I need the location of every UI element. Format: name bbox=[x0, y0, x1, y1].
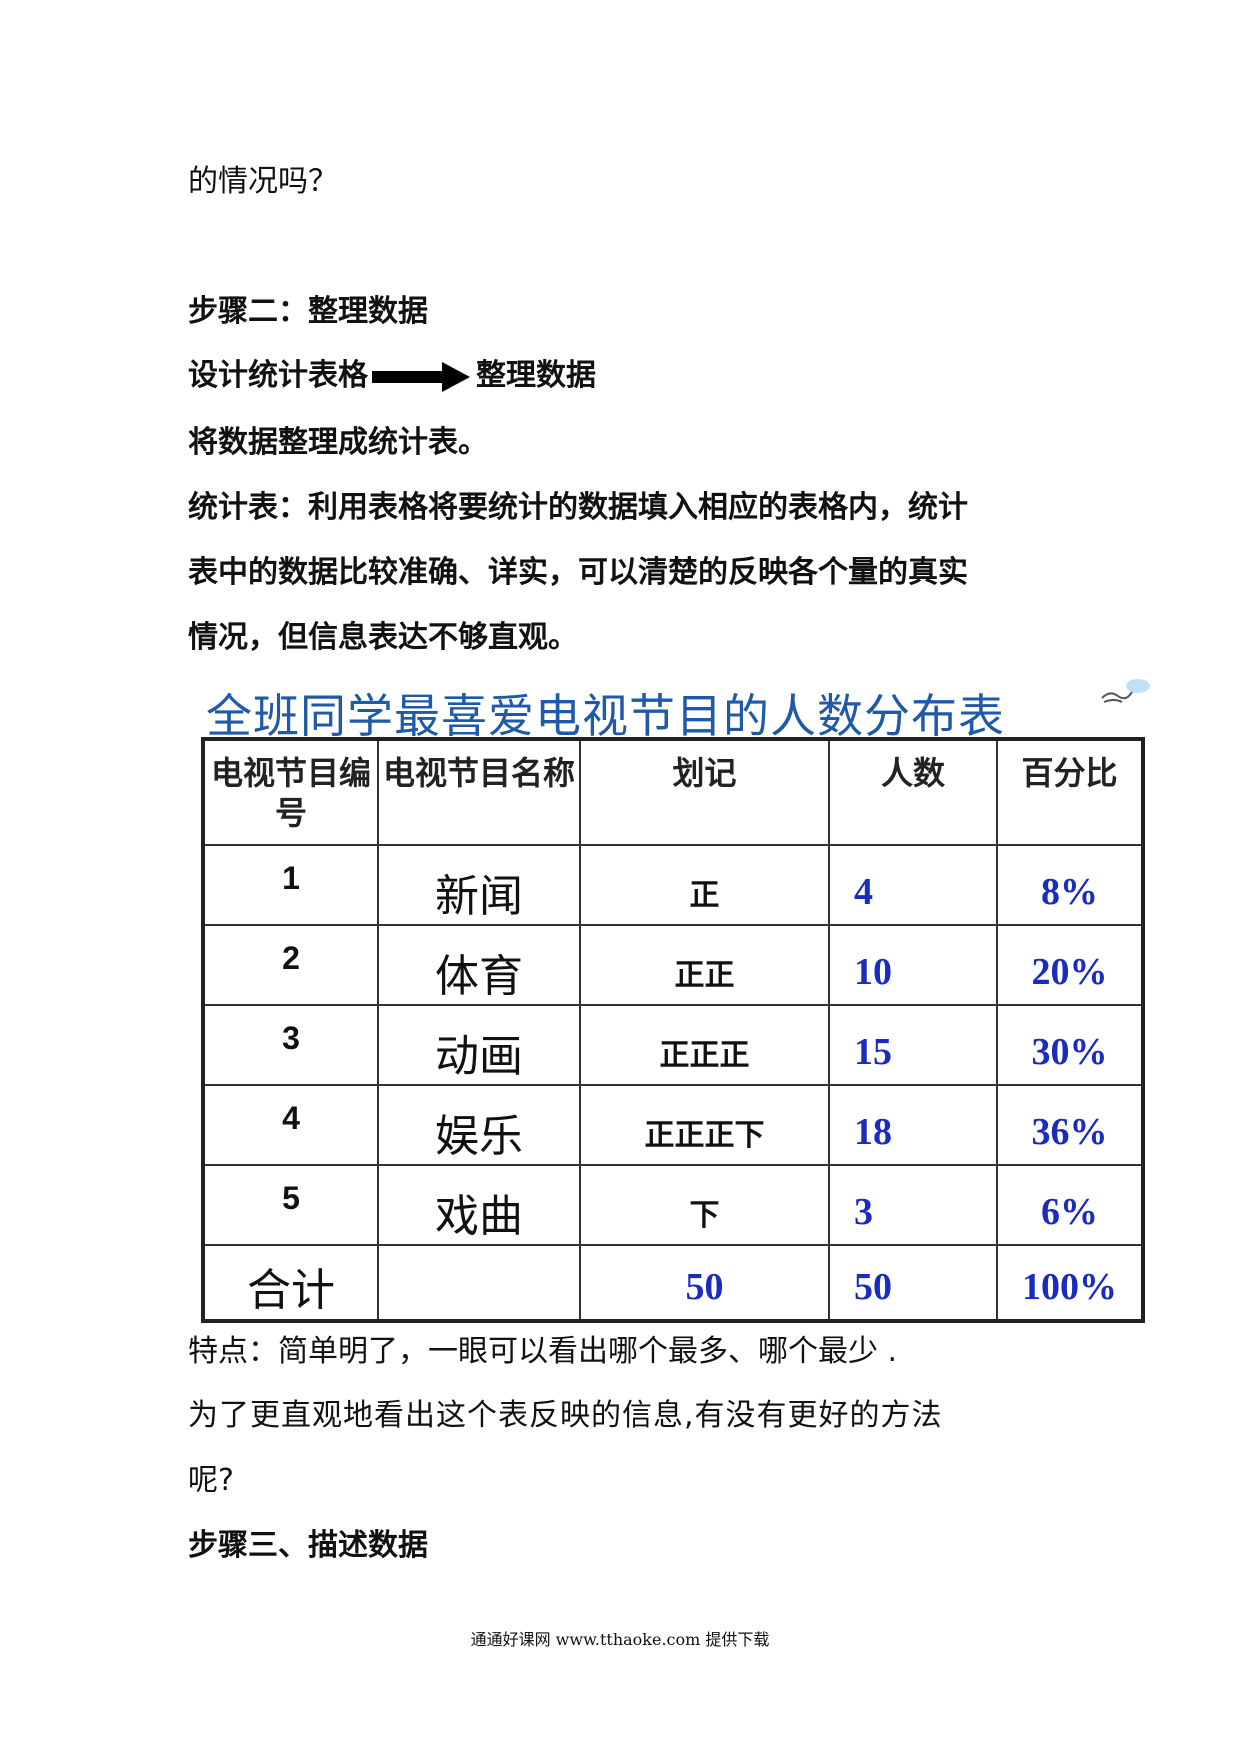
table-row: 1 新闻正 4 8% bbox=[202, 844, 1144, 926]
tally-mark: 正正正下 bbox=[579, 1084, 830, 1166]
row-number: 2 bbox=[202, 924, 379, 1006]
count: 18 bbox=[828, 1084, 998, 1166]
row-number: 1 bbox=[202, 844, 379, 926]
total-percent: 100% bbox=[996, 1244, 1144, 1322]
step-three-heading: 步骤三、描述数据 bbox=[188, 1528, 428, 1563]
paragraph: 情况，但信息表达不够直观。 bbox=[188, 620, 578, 655]
tally-mark: 正 bbox=[579, 844, 830, 926]
percent: 6% bbox=[996, 1164, 1144, 1246]
percent: 30% bbox=[996, 1004, 1144, 1086]
step-two-heading: 步骤二：整理数据 bbox=[188, 294, 428, 329]
table-row: 3 动画 正正正 15 30% bbox=[202, 1004, 1144, 1086]
tally-mark: 正正 bbox=[579, 924, 830, 1006]
paragraph: 表中的数据比较准确、详实，可以清楚的反映各个量的真实 bbox=[188, 555, 968, 590]
row-number: 3 bbox=[202, 1004, 379, 1086]
header-cell: 电视节目编号 bbox=[202, 738, 379, 846]
header-cell: 划记 bbox=[579, 738, 830, 846]
table-total-row: 合计 50 50 100% bbox=[202, 1244, 1144, 1322]
tally-mark: 下 bbox=[579, 1164, 830, 1246]
table-row: 2 体育 正正 10 20% bbox=[202, 924, 1144, 1006]
total-count: 50 bbox=[828, 1244, 998, 1322]
flow-to: 整理数据 bbox=[476, 358, 596, 393]
percent: 20% bbox=[996, 924, 1144, 1006]
table-header-row: 电视节目编号 电视节目名称 划记 人数 百分比 bbox=[202, 738, 1144, 846]
table-title: 全班同学最喜爱电视节目的人数分布表 bbox=[206, 689, 1005, 743]
statistics-table: 电视节目编号 电视节目名称 划记 人数 百分比 1 新闻正 4 8% 2 体育 正正 10 20… bbox=[201, 737, 1145, 1323]
paragraph: 将数据整理成统计表。 bbox=[188, 425, 488, 460]
program-name: 体育 bbox=[377, 924, 581, 1006]
program-name: 娱乐 bbox=[377, 1084, 581, 1166]
paragraph: 呢? bbox=[188, 1463, 234, 1498]
count: 15 bbox=[828, 1004, 998, 1086]
count: 10 bbox=[828, 924, 998, 1006]
footer: 通通好课网 www.tthaoke.com 提供下载 bbox=[470, 1630, 770, 1649]
header-cell: 人数 bbox=[828, 738, 998, 846]
total-tally: 50 bbox=[579, 1244, 830, 1322]
row-number: 4 bbox=[202, 1084, 379, 1166]
percent: 8% bbox=[996, 844, 1144, 926]
flow-line: 设计统计表格 整理数据 bbox=[188, 356, 596, 396]
tally-mark: 正正正 bbox=[579, 1004, 830, 1086]
program-name: 动画 bbox=[377, 1004, 581, 1086]
flow-from: 设计统计表格 bbox=[188, 358, 368, 393]
total-label: 合计 bbox=[202, 1244, 379, 1322]
paragraph: 为了更直观地看出这个表反映的信息,有没有更好的方法 bbox=[188, 1398, 943, 1433]
program-name: 戏曲 bbox=[377, 1164, 581, 1246]
count: 3 bbox=[828, 1164, 998, 1246]
paragraph: 特点：简单明了，一眼可以看出哪个最多、哪个最少 . bbox=[188, 1334, 898, 1369]
table-row: 5 戏曲下 3 6% bbox=[202, 1164, 1144, 1246]
paragraph: 的情况吗？ bbox=[188, 164, 338, 199]
count: 4 bbox=[828, 844, 998, 926]
program-name: 新闻 bbox=[377, 844, 581, 926]
percent: 36% bbox=[996, 1084, 1144, 1166]
header-cell: 电视节目名称 bbox=[377, 738, 581, 846]
arrow-right-icon bbox=[372, 361, 472, 392]
paragraph: 统计表：利用表格将要统计的数据填入相应的表格内，统计 bbox=[188, 490, 968, 525]
total-name bbox=[377, 1244, 581, 1322]
cloud-decoration-icon bbox=[1101, 679, 1150, 703]
table-row: 4 娱乐 正正正下 18 36% bbox=[202, 1084, 1144, 1166]
row-number: 5 bbox=[202, 1164, 379, 1246]
header-cell: 百分比 bbox=[996, 738, 1144, 846]
